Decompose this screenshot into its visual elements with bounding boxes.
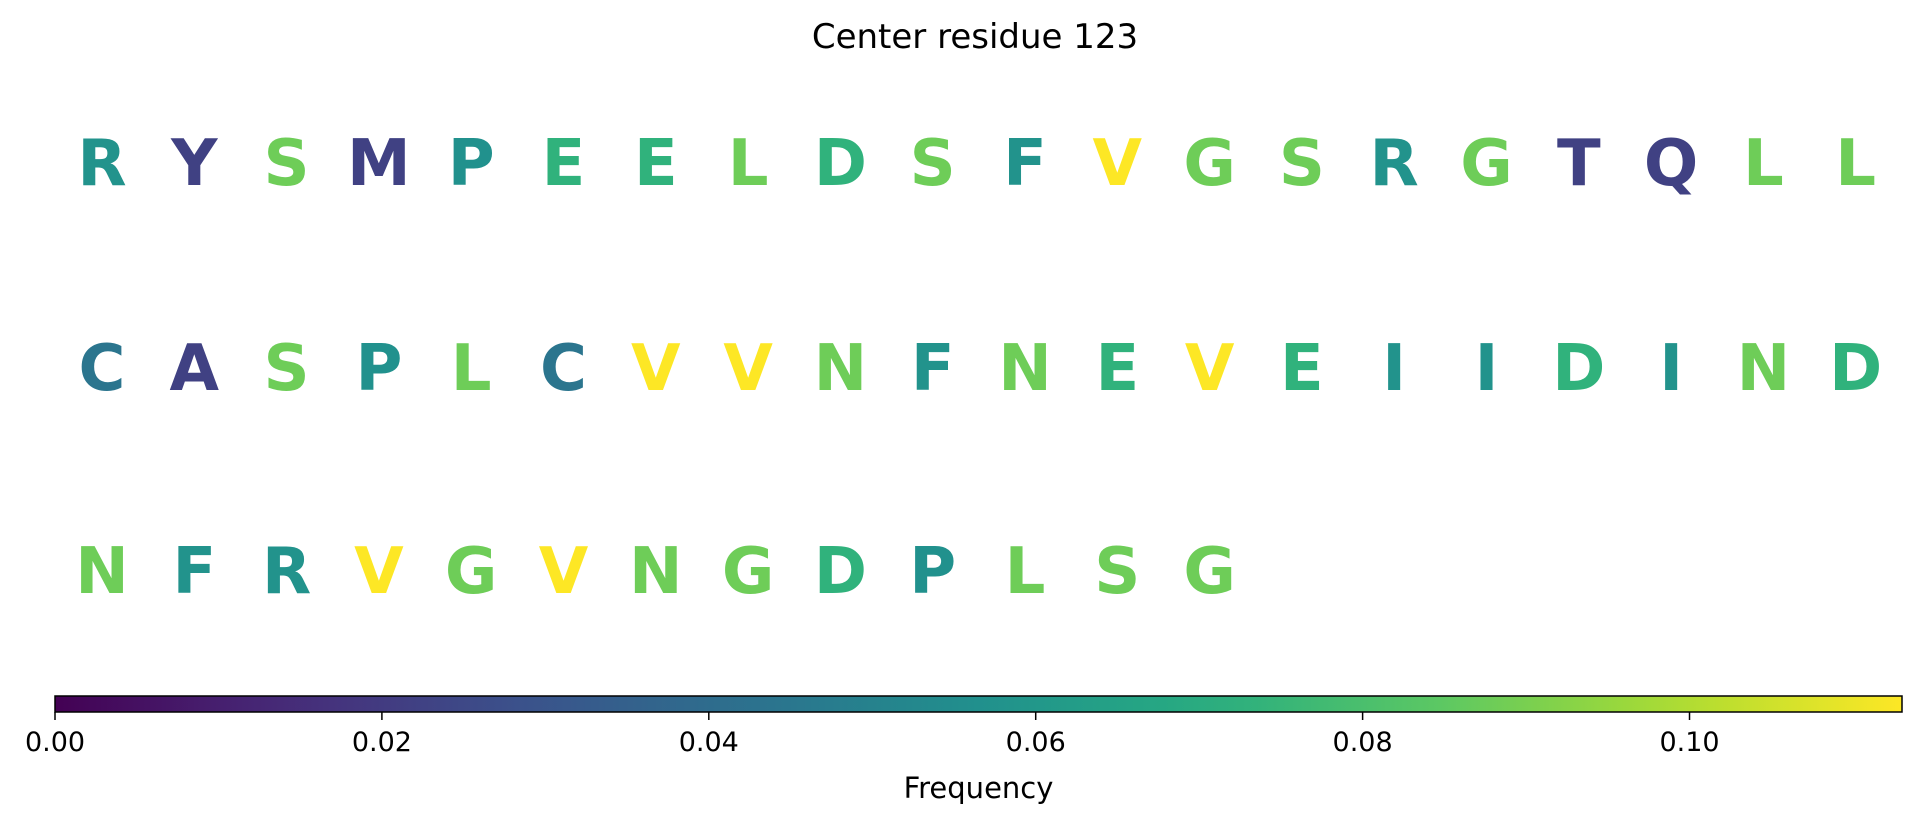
residue-letter: N bbox=[814, 332, 868, 406]
residue-letter: M bbox=[347, 127, 411, 201]
residue-letter: V bbox=[723, 332, 773, 406]
colorbar-tick-label: 0.08 bbox=[1333, 727, 1393, 758]
colorbar-tick-label: 0.06 bbox=[1006, 727, 1066, 758]
residue-letter: F bbox=[172, 535, 216, 609]
colorbar-ticks: 0.00 0.02 0.04 0.06 0.08 0.10 bbox=[25, 712, 1720, 758]
residue-letter: I bbox=[1382, 332, 1406, 406]
residue-letter: F bbox=[1003, 127, 1047, 201]
residue-letter: G bbox=[722, 535, 775, 609]
residue-letter: N bbox=[75, 535, 129, 609]
residue-letter: S bbox=[1279, 127, 1325, 201]
colorbar-tick-label: 0.04 bbox=[679, 727, 739, 758]
residue-letter: D bbox=[1552, 332, 1605, 406]
residue-letter: R bbox=[77, 127, 126, 201]
residue-letter: S bbox=[910, 127, 956, 201]
residue-letter: P bbox=[355, 332, 402, 406]
residue-letter: N bbox=[629, 535, 683, 609]
residue-letter: S bbox=[1094, 535, 1140, 609]
colorbar: 0.00 0.02 0.04 0.06 0.08 0.10 Frequency bbox=[25, 695, 1903, 805]
residue-letter: L bbox=[1005, 535, 1046, 609]
residue-letter: L bbox=[1835, 127, 1876, 201]
residue-letter: D bbox=[814, 535, 867, 609]
colorbar-label: Frequency bbox=[904, 771, 1054, 805]
residue-letter: I bbox=[1659, 332, 1683, 406]
residue-letter: C bbox=[540, 332, 587, 406]
chart-title: Center residue 123 bbox=[812, 17, 1138, 57]
residue-letter: S bbox=[264, 332, 310, 406]
residue-letter: F bbox=[911, 332, 955, 406]
residue-letter: R bbox=[1370, 127, 1419, 201]
colorbar-tick-label: 0.02 bbox=[352, 727, 412, 758]
colorbar-tick-label: 0.00 bbox=[25, 727, 85, 758]
residue-letter: V bbox=[1093, 127, 1143, 201]
residue-grid: R Y S M P E E L D S F V G S R G T Q L LC A S P L C V V N F N E V E I I D I N D… bbox=[75, 127, 1882, 609]
residue-letter: N bbox=[1737, 332, 1791, 406]
colorbar-gradient bbox=[54, 695, 1903, 713]
residue-letter: E bbox=[542, 127, 586, 201]
residue-letter: D bbox=[1829, 332, 1882, 406]
residue-letter: V bbox=[1185, 332, 1235, 406]
residue-letter: A bbox=[170, 332, 220, 406]
residue-letter: R bbox=[262, 535, 311, 609]
residue-letter: E bbox=[634, 127, 678, 201]
residue-letter: G bbox=[1183, 127, 1236, 201]
residue-letter: G bbox=[1183, 535, 1236, 609]
residue-letter: L bbox=[1743, 127, 1784, 201]
residue-letter: G bbox=[445, 535, 498, 609]
residue-letter: T bbox=[1557, 127, 1601, 201]
residue-letter: E bbox=[1280, 332, 1324, 406]
residue-letter: L bbox=[728, 127, 769, 201]
residue-letter: I bbox=[1475, 332, 1499, 406]
residue-letter: Y bbox=[170, 127, 218, 201]
residue-letter: E bbox=[1095, 332, 1139, 406]
residue-letter: N bbox=[998, 332, 1052, 406]
residue-letter: Q bbox=[1644, 127, 1698, 201]
residue-letter: S bbox=[264, 127, 310, 201]
residue-letter: L bbox=[451, 332, 492, 406]
residue-letter: V bbox=[354, 535, 404, 609]
colorbar-tick-label: 0.10 bbox=[1659, 727, 1719, 758]
residue-letter: P bbox=[909, 535, 956, 609]
residue-letter: V bbox=[631, 332, 681, 406]
residue-letter: G bbox=[1460, 127, 1513, 201]
residue-letter: C bbox=[79, 332, 126, 406]
residue-letter: D bbox=[814, 127, 867, 201]
residue-letter: V bbox=[539, 535, 589, 609]
residue-letter: P bbox=[448, 127, 495, 201]
